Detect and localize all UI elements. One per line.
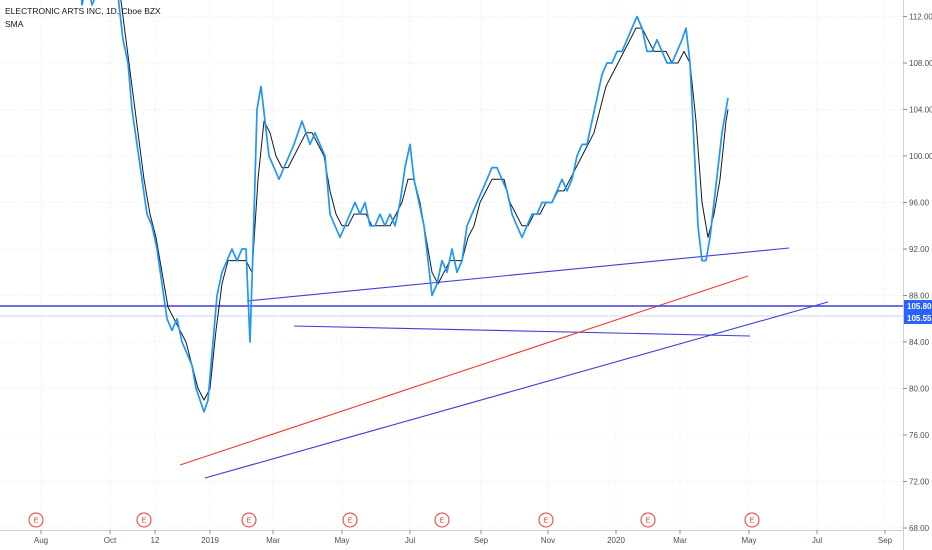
time-tick-label: Sep [474,536,489,545]
price-tick-label: 88.00 [909,292,930,301]
time-tick-label: 2019 [201,536,219,545]
price-tick-label: 76.00 [909,431,930,440]
price-tick-label: 112.00 [909,13,932,22]
time-tick-label: Sep [878,536,893,545]
earnings-marker[interactable]: E [241,512,257,528]
price-line [80,0,729,413]
time-tick-label: 12 [151,536,160,545]
time-tick-label: May [741,536,756,545]
price-tags: 105.80 105.55 [904,300,932,324]
price-tag-label: 105.80 [907,302,932,311]
price-tick-label: 92.00 [909,245,930,254]
price-tick-label: 72.00 [909,478,930,487]
price-tick-label: 68.00 [909,524,930,533]
earnings-marker[interactable]: E [640,512,656,528]
earnings-label: E [750,518,755,525]
earnings-circle [744,512,760,528]
trendline[interactable] [179,275,749,466]
time-tick-label: Jul [812,536,822,545]
price-tag: 105.80 [904,300,932,312]
symbol-title[interactable]: ELECTRONIC ARTS INC, 1D, Cboe BZX [5,6,161,16]
earnings-circle [538,512,554,528]
time-tick-label: Mar [266,536,280,545]
price-tick-label: 84.00 [909,338,930,347]
grid-lines [0,0,903,530]
earnings-label: E [440,518,445,525]
earnings-circle [640,512,656,528]
time-tick-label: 2020 [607,536,625,545]
price-tick-label: 96.00 [909,199,930,208]
trendline[interactable] [293,325,751,337]
earnings-circle [342,512,358,528]
time-tick-label: Aug [34,536,48,545]
earnings-circle [434,512,450,528]
chart-legend: ELECTRONIC ARTS INC, 1D, Cboe BZX SMA [5,5,161,31]
price-series [80,0,729,413]
sma-indicator-label[interactable]: SMA [5,19,24,29]
price-tick-label: 100.00 [909,152,932,161]
time-tick-label: Mar [673,536,687,545]
earnings-label: E [247,518,252,525]
time-tick-label: Nov [541,536,555,545]
price-tick-label: 80.00 [909,385,930,394]
earnings-label: E [348,518,353,525]
trendline[interactable] [246,247,790,302]
time-axis[interactable]: Aug Oct 12 2019 Mar May Jul Sep Nov 2020 Mar May Jul… [0,530,903,545]
earnings-marker[interactable]: E [744,512,760,528]
trendlines[interactable] [0,247,903,479]
time-tick-label: May [334,536,349,545]
earnings-marker[interactable]: E [342,512,358,528]
time-tick-label: Oct [104,536,117,545]
price-tag-bg [904,312,932,324]
price-tick-label: 108.00 [909,59,932,68]
earnings-marker[interactable]: E [136,512,152,528]
sma-line [120,0,729,401]
earnings-marker[interactable]: E [538,512,554,528]
earnings-circle [241,512,257,528]
earnings-circle [28,512,44,528]
earnings-marker[interactable]: E [434,512,450,528]
price-tag-bg [904,300,932,312]
price-tag-label: 105.55 [907,314,932,323]
price-axis[interactable]: 68.00 72.00 76.00 80.00 84.00 88.00 92.00 96.00… [903,0,932,550]
earnings-circle [136,512,152,528]
earnings-label: E [646,518,651,525]
earnings-label: E [142,518,147,525]
earnings-label: E [544,518,549,525]
trendline[interactable] [204,301,829,479]
price-tick-label: 104.00 [909,106,932,115]
price-tag: 105.55 [904,312,932,324]
time-tick-label: Jul [405,536,415,545]
earnings-marker[interactable]: E [28,512,44,528]
earnings-label: E [34,518,39,525]
